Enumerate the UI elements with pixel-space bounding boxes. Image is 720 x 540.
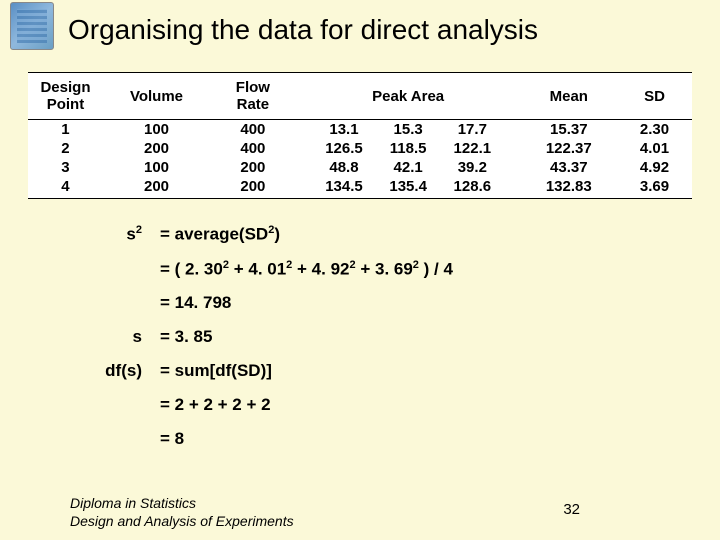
equation-label (70, 396, 160, 413)
equation-row: = ( 2. 302 + 4. 012 + 4. 922 + 3. 692 ) … (70, 260, 453, 278)
cell-peak: 13.1 15.3 17.7 (296, 120, 521, 140)
equation-label (70, 430, 160, 447)
cell-peak: 134.5 135.4 128.6 (296, 177, 521, 199)
cell-flow: 200 (210, 177, 296, 199)
equations-block: s2 = average(SD2) = ( 2. 302 + 4. 012 + … (70, 225, 453, 464)
table-row: 2 200 400 126.5 118.5 122.1 122.37 4.01 (28, 139, 692, 158)
cell-sd: 3.69 (617, 177, 692, 199)
cell-mean: 43.37 (521, 158, 617, 177)
cell-flow: 400 (210, 120, 296, 140)
table-header-row: DesignPoint Volume FlowRate Peak Area Me… (28, 73, 692, 120)
equation-label (70, 294, 160, 311)
col-header-flow: FlowRate (210, 73, 296, 120)
col-header-volume: Volume (103, 73, 210, 120)
cell-flow: 400 (210, 139, 296, 158)
col-header-design: DesignPoint (28, 73, 103, 120)
equation-label: s (70, 328, 160, 345)
footer-line-1: Diploma in Statistics (70, 494, 294, 512)
cell-mean: 122.37 (521, 139, 617, 158)
table-row: 4 200 200 134.5 135.4 128.6 132.83 3.69 (28, 177, 692, 199)
col-header-mean: Mean (521, 73, 617, 120)
slide-title: Organising the data for direct analysis (68, 14, 538, 46)
equation-label (70, 260, 160, 278)
cell-volume: 100 (103, 120, 210, 140)
table-row: 1 100 400 13.1 15.3 17.7 15.37 2.30 (28, 120, 692, 140)
cell-sd: 4.92 (617, 158, 692, 177)
cell-volume: 100 (103, 158, 210, 177)
equation-label: df(s) (70, 362, 160, 379)
equation-row: s2 = average(SD2) (70, 225, 453, 243)
equation-value: = 2 + 2 + 2 + 2 (160, 396, 453, 413)
equation-value: = 14. 798 (160, 294, 453, 311)
cell-mean: 132.83 (521, 177, 617, 199)
table-row: 3 100 200 48.8 42.1 39.2 43.37 4.92 (28, 158, 692, 177)
page-number: 32 (563, 501, 580, 518)
equation-row: = 14. 798 (70, 294, 453, 311)
cell-flow: 200 (210, 158, 296, 177)
logo-crest (10, 2, 54, 50)
cell-peak: 126.5 118.5 122.1 (296, 139, 521, 158)
col-header-sd: SD (617, 73, 692, 120)
cell-design: 3 (28, 158, 103, 177)
equation-label: s2 (70, 225, 160, 243)
data-table: DesignPoint Volume FlowRate Peak Area Me… (28, 72, 692, 199)
cell-volume: 200 (103, 177, 210, 199)
cell-sd: 4.01 (617, 139, 692, 158)
cell-design: 4 (28, 177, 103, 199)
equation-row: = 8 (70, 430, 453, 447)
equation-value: = 3. 85 (160, 328, 453, 345)
equation-row: df(s) = sum[df(SD)] (70, 362, 453, 379)
equation-value: = ( 2. 302 + 4. 012 + 4. 922 + 3. 692 ) … (160, 260, 453, 278)
equation-value: = 8 (160, 430, 453, 447)
footer-line-2: Design and Analysis of Experiments (70, 512, 294, 530)
cell-design: 2 (28, 139, 103, 158)
equation-value: = sum[df(SD)] (160, 362, 453, 379)
equation-row: = 2 + 2 + 2 + 2 (70, 396, 453, 413)
cell-peak: 48.8 42.1 39.2 (296, 158, 521, 177)
equation-value: = average(SD2) (160, 225, 453, 243)
cell-volume: 200 (103, 139, 210, 158)
cell-mean: 15.37 (521, 120, 617, 140)
cell-design: 1 (28, 120, 103, 140)
equation-row: s = 3. 85 (70, 328, 453, 345)
footer-text: Diploma in Statistics Design and Analysi… (70, 494, 294, 530)
cell-sd: 2.30 (617, 120, 692, 140)
col-header-peak: Peak Area (296, 73, 521, 120)
